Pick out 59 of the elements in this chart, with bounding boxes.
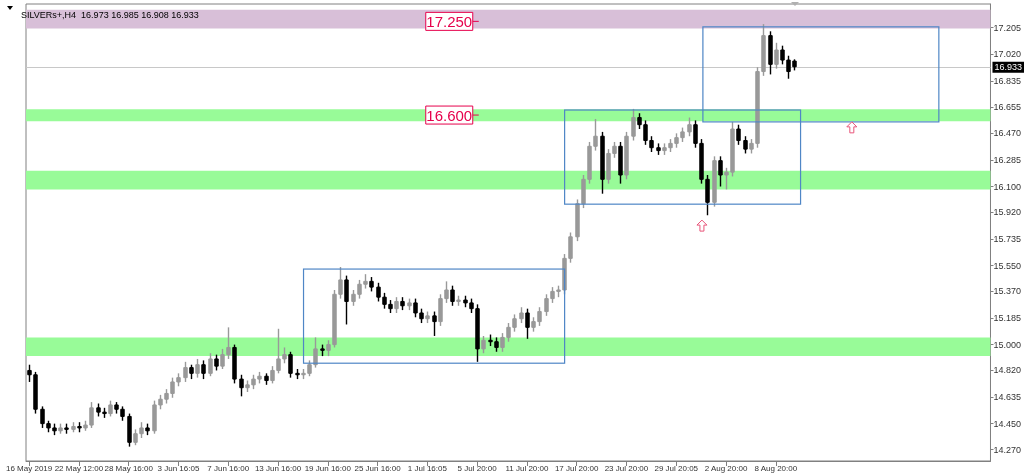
candlestick [525, 307, 530, 340]
x-tick-label: 11 Jul 20:00 [505, 463, 549, 473]
x-tick-label: 25 Jun 16:00 [354, 463, 402, 473]
x-tick-label: 2 Aug 20:00 [704, 463, 748, 473]
candlestick [208, 352, 213, 377]
x-tick-label: 22 May 12:00 [54, 463, 104, 473]
y-tick-label: 14.635 [993, 392, 1021, 403]
y-tick-label: 16.285 [993, 154, 1021, 165]
annotation: 17.250 [426, 12, 473, 30]
y-tick-label: 17.205 [993, 22, 1021, 33]
candlestick [239, 374, 244, 398]
y-tick-label: 15.920 [993, 207, 1021, 218]
candlestick [232, 343, 237, 385]
ref-line-label: 16.933 [994, 62, 1022, 73]
x-tick-label: 23 Jul 20:00 [604, 463, 649, 473]
candlestick [624, 131, 629, 181]
y-tick-label: 16.835 [993, 75, 1021, 86]
x-tick-label: 3 Jun 16:05 [157, 463, 200, 473]
x-tick-label: 13 Jun 16:00 [254, 463, 302, 473]
x-tick-label: 7 Jun 16:00 [207, 463, 250, 473]
candlestick [344, 274, 349, 326]
candlestick [687, 116, 692, 137]
x-tick-label: 28 May 16:00 [104, 463, 154, 473]
y-tick-label: 17.020 [993, 49, 1021, 60]
y-tick-label: 15.735 [993, 233, 1021, 244]
candlestick [718, 155, 723, 188]
x-tick-label: 19 Jun 16:00 [304, 463, 352, 473]
candlestick [127, 412, 132, 448]
y-tick-label: 15.000 [993, 339, 1021, 350]
y-tick-label: 15.185 [993, 313, 1021, 324]
text: SILVERs+,H4 16.973 16.985 16.908 16.933 [21, 9, 199, 20]
x-tick-label: 16 May 2019 [5, 463, 53, 473]
y-tick-label: 15.370 [993, 286, 1021, 297]
candlestick [450, 284, 455, 307]
candlestick [618, 141, 623, 185]
x-tick-label: 29 Jul 20:05 [654, 463, 699, 473]
candlestick [736, 124, 741, 146]
candlestick [288, 351, 293, 379]
y-tick-label: 14.270 [993, 444, 1021, 455]
candlestick [768, 30, 773, 76]
x-tick-label: 8 Aug 20:00 [754, 463, 798, 473]
x-tick-label: 5 Jul 20:00 [457, 463, 498, 473]
candlestick [600, 131, 605, 195]
annotation: 16.600 [426, 106, 473, 124]
candlestick [432, 310, 437, 337]
y-tick-label: 16.655 [993, 101, 1021, 112]
candlestick [201, 359, 206, 380]
y-tick-label: 16.100 [993, 181, 1021, 192]
candlestick [195, 358, 200, 379]
y-tick-label: 14.820 [993, 365, 1021, 376]
y-tick-label: 16.470 [993, 128, 1021, 139]
y-tick-label: 14.450 [993, 418, 1021, 429]
x-tick-label: 17 Jul 20:00 [554, 463, 600, 473]
candlestick [774, 42, 779, 70]
candlestick [631, 108, 636, 142]
candlestick [183, 361, 188, 383]
x-tick-label: 1 Jul 16:05 [407, 463, 448, 473]
candlestick [712, 155, 717, 208]
y-tick-label: 15.550 [993, 260, 1021, 271]
